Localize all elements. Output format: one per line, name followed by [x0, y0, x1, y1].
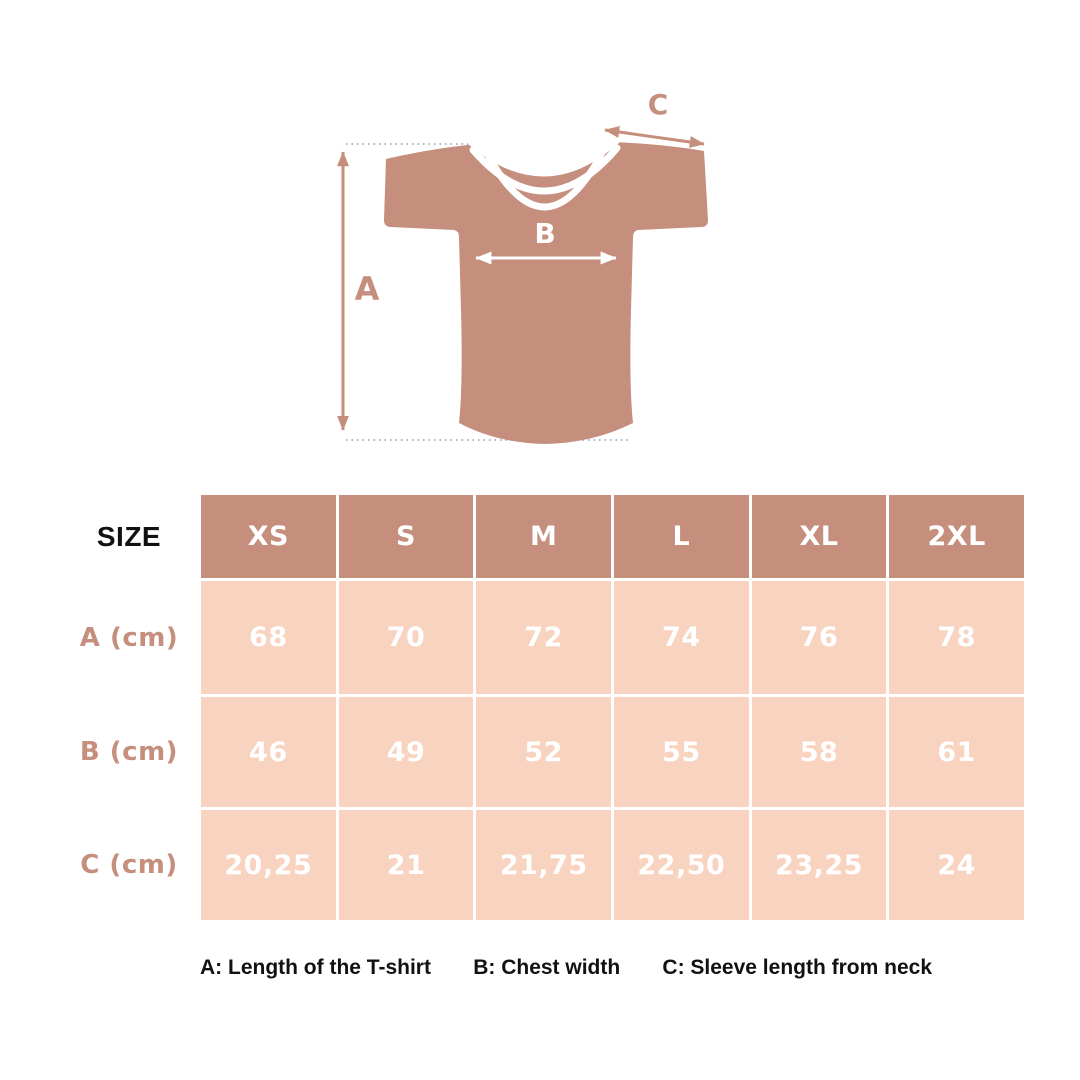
table-corner-size-label: SIZE: [96, 520, 162, 552]
table-cell-b-m: 52: [476, 697, 611, 807]
table-cell-a-xl: 76: [751, 581, 887, 694]
column-header-s: S: [338, 495, 474, 578]
measurement-legend: A: Length of the T-shirt B: Chest width …: [200, 956, 932, 980]
column-header-l: L: [614, 495, 749, 578]
table-cell-a-s: 70: [338, 581, 474, 694]
legend-item-a: A: Length of the T-shirt: [200, 956, 431, 979]
table-cell-a-2xl: 78: [889, 581, 1024, 694]
table-cell-c-m: 21,75: [476, 810, 611, 920]
measure-label-c: C: [648, 88, 669, 121]
column-header-2xl: 2XL: [889, 495, 1024, 578]
column-header-m: M: [476, 495, 611, 578]
row-label-c: C (cm): [80, 850, 178, 880]
measure-label-b: B: [534, 217, 555, 250]
collar-rib-arc-1: [469, 144, 621, 195]
table-cell-c-xl: 23,25: [751, 810, 887, 920]
legend-item-c: C: Sleeve length from neck: [662, 956, 932, 979]
row-label-b: B (cm): [79, 737, 179, 767]
measure-label-a: A: [355, 270, 380, 308]
legend-item-b: B: Chest width: [473, 956, 621, 979]
table-cell-c-s: 21: [338, 810, 474, 920]
table-cell-b-xl: 58: [751, 697, 887, 807]
table-cell-b-xs: 46: [201, 697, 336, 807]
tshirt-silhouette: [384, 142, 708, 444]
column-header-xs: XS: [201, 495, 336, 578]
table-cell-b-l: 55: [614, 697, 749, 807]
table-cell-b-s: 49: [338, 697, 474, 807]
row-label-a: A (cm): [79, 622, 179, 653]
table-cell-c-xs: 20,25: [201, 810, 336, 920]
table-cell-c-l: 22,50: [614, 810, 749, 920]
measure-arrow-c: [604, 126, 705, 148]
table-cell-a-l: 74: [614, 581, 749, 694]
size-chart-table: SIZE XS S M L XL 2XL A (cm) 68 70 72 74 …: [60, 495, 1024, 920]
collar-rib-arc-2: [485, 151, 605, 211]
tshirt-measurement-diagram: A B C: [337, 88, 708, 444]
neck-opening: [468, 126, 620, 177]
table-cell-a-xs: 68: [201, 581, 336, 694]
table-cell-a-m: 72: [476, 581, 611, 694]
column-header-xl: XL: [751, 495, 887, 578]
table-cell-b-2xl: 61: [889, 697, 1024, 807]
table-cell-c-2xl: 24: [889, 810, 1024, 920]
